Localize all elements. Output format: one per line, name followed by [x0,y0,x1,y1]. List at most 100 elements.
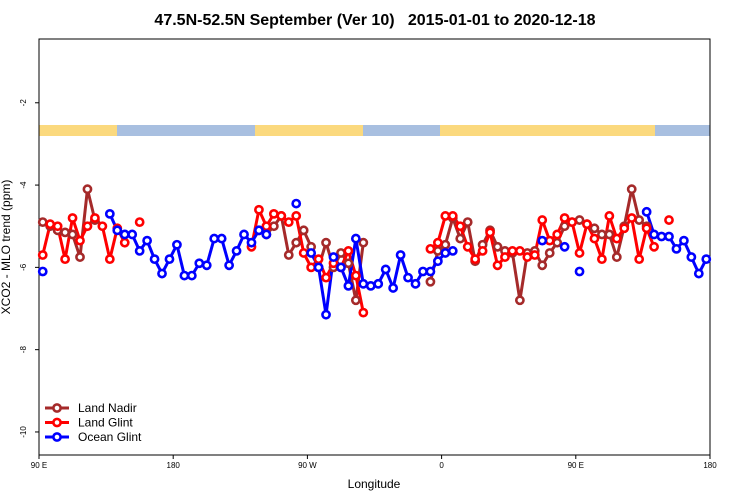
legend-marker [52,417,62,428]
data-point [552,229,563,240]
data-point [321,237,331,248]
data-point [358,278,369,289]
data-point [701,254,712,265]
data-point [60,254,70,265]
land-band [440,125,655,136]
data-point [224,260,235,271]
data-point [60,227,70,238]
x-tick-label: 90 E [568,461,584,470]
data-point [157,268,167,279]
y-tick-label: -6 [19,263,28,271]
data-point [462,241,473,252]
data-point [686,252,697,262]
data-point [477,246,488,256]
data-point [268,221,279,232]
data-point [291,198,302,209]
data-point [664,231,674,242]
data-point [440,211,451,221]
plot-frame [38,38,711,456]
data-point [336,248,346,258]
ocean-band [39,125,710,136]
legend-label: Land Glint [78,416,133,430]
data-point [507,246,518,256]
data-point [321,309,331,320]
data-point [425,276,436,287]
data-point [470,254,481,265]
data-point [291,211,302,221]
data-point [119,229,130,240]
data-point [440,239,451,250]
chart-title: 47.5N-52.5N September (Ver 10) 2015-01-0… [154,12,595,29]
y-tick-label: -10 [19,426,28,438]
data-point [254,204,264,215]
data-point [142,235,153,246]
data-point [410,278,421,289]
data-point [283,217,294,228]
data-point [37,266,48,277]
data-point [112,225,123,236]
data-point [246,237,257,248]
data-point [336,262,346,273]
data-point [104,254,115,265]
data-point [350,233,361,244]
data-point [172,239,182,250]
data-point [559,213,570,223]
data-point [127,229,138,240]
data-point [589,233,600,244]
data-point [500,252,510,262]
data-point [611,233,622,244]
land-band [255,125,363,136]
data-point [231,246,242,256]
data-point [693,268,704,279]
data-point [544,235,555,246]
data-point [149,254,160,265]
data-point [492,260,503,271]
data-point [641,223,652,234]
data-point [261,229,272,240]
data-point [537,215,548,225]
data-point [462,217,473,228]
data-point [544,248,555,258]
data-point [186,270,197,281]
data-point [619,223,630,234]
x-tick-label: 90 E [31,461,47,470]
y-tick-label: -4 [19,181,28,189]
data-point [134,217,145,228]
data-point [589,223,600,234]
data-point [343,246,354,256]
y-tick-label: -8 [19,346,28,354]
legend-marker [52,403,62,413]
data-point [514,246,525,256]
data-point [649,241,659,252]
data-point [350,270,361,281]
data-point [634,254,645,265]
data-point [574,215,585,225]
map-strip [39,125,710,136]
data-point [201,260,212,271]
data-point [306,262,317,273]
data-point [37,250,48,260]
data-point [455,221,466,232]
data-point [358,307,369,318]
data-point [37,217,48,228]
y-axis-label: XCO2 - MLO trend (ppm) [0,180,13,315]
data-point [380,264,391,275]
data-point [440,248,451,258]
data-point [574,266,585,277]
data-point [529,250,540,260]
data-point [537,235,548,246]
data-point [104,208,115,219]
data-point [641,206,652,217]
x-axis-label: Longitude [348,477,401,491]
data-point [522,252,533,262]
data-point [552,237,563,248]
data-point [395,250,406,260]
data-point [82,221,93,232]
data-point [596,254,607,265]
data-point [343,280,354,291]
data-point [514,295,525,306]
data-point [283,250,294,260]
data-point [67,229,78,240]
data-point [328,252,339,262]
